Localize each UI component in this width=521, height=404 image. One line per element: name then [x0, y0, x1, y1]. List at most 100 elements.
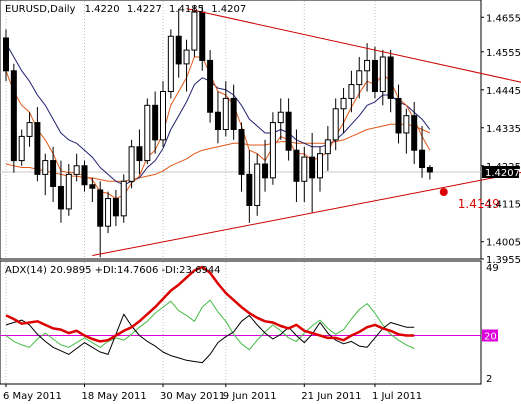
candles: [3, 5, 433, 258]
candle: [18, 129, 25, 166]
bull-candle-body: [379, 56, 386, 93]
candle: [152, 91, 159, 154]
candle: [348, 70, 355, 113]
bull-candle-body: [183, 49, 190, 65]
candle: [42, 153, 49, 196]
adx-level-badge: [482, 329, 498, 342]
bull-candle-body: [42, 160, 49, 175]
candle: [364, 43, 371, 92]
open-value: 1.4220: [85, 4, 120, 15]
candle: [246, 150, 253, 223]
bear-candle-body: [214, 111, 221, 130]
candle: [309, 132, 316, 213]
bear-candle-body: [411, 115, 418, 151]
candle: [105, 191, 112, 234]
candle: [65, 164, 72, 216]
bull-candle-body: [269, 122, 276, 179]
candle: [285, 98, 292, 161]
adx-grid: [5, 262, 376, 383]
candle: [317, 146, 323, 192]
annotation-dot[interactable]: [439, 188, 448, 197]
bear-candle-body: [3, 37, 9, 72]
bear-candle-body: [10, 70, 17, 162]
bear-candle-body: [97, 189, 104, 227]
bull-candle-body: [301, 156, 308, 182]
candle: [207, 50, 214, 123]
price-tick-label: 1.4445: [486, 86, 521, 97]
bear-candle-body: [309, 156, 316, 179]
bull-candle-body: [324, 139, 331, 155]
candle: [426, 165, 433, 180]
date-tick-label: 21 Jun 2011: [301, 391, 361, 402]
candle: [395, 84, 402, 144]
bull-candle-body: [65, 173, 72, 210]
candle: [356, 56, 363, 99]
candle: [50, 146, 57, 203]
candle: [403, 108, 410, 154]
bear-candle-body: [207, 59, 214, 113]
bear-candle-body: [426, 166, 433, 173]
bear-candle-body: [199, 11, 206, 61]
bull-candle-body: [340, 97, 347, 110]
price-plot-area: 1.4149: [0, 5, 521, 258]
candle: [230, 84, 237, 140]
candle: [301, 146, 308, 203]
close-value: 1.4207: [211, 4, 246, 15]
bear-candle-body: [238, 129, 245, 175]
date-tick-label: 30 May 2011: [160, 391, 225, 402]
price-tick-label: 1.3955: [486, 255, 521, 266]
bull-candle-body: [191, 11, 198, 51]
candle: [238, 122, 245, 192]
bear-candle-body: [152, 104, 159, 141]
bear-candle-body: [387, 56, 394, 99]
bull-candle-body: [348, 84, 355, 99]
bull-candle-body: [105, 198, 112, 227]
date-tick-label: 6 May 2011: [3, 391, 62, 402]
adx-tick-label: 49: [486, 263, 499, 274]
current-price-badge: [482, 165, 519, 178]
bull-candle-body: [160, 91, 166, 141]
bear-candle-body: [50, 160, 57, 187]
candle: [136, 129, 143, 175]
date-tick-label: 18 May 2011: [82, 391, 147, 402]
candle: [3, 29, 9, 82]
candle: [26, 112, 33, 147]
bull-candle-body: [144, 104, 151, 162]
minus-di-line: [5, 313, 415, 364]
bear-candle-body: [246, 173, 253, 206]
lower-trendline[interactable]: [92, 166, 521, 257]
candle: [73, 153, 80, 182]
upper-trendline[interactable]: [186, 8, 521, 90]
bear-candle-body: [112, 198, 119, 217]
candle: [89, 177, 96, 203]
bear-candle-body: [293, 149, 300, 182]
bear-candle-body: [395, 97, 402, 134]
bear-candle-body: [285, 111, 292, 151]
candle: [419, 126, 426, 178]
candle: [371, 46, 378, 99]
candle: [191, 5, 198, 57]
bull-candle-body: [277, 111, 284, 124]
bull-candle-body: [120, 180, 127, 217]
candle: [332, 98, 339, 151]
candle: [81, 160, 88, 192]
bear-candle-body: [81, 165, 88, 186]
candle: [128, 139, 135, 189]
candle: [387, 50, 394, 113]
bull-candle-body: [26, 122, 33, 137]
candle: [175, 8, 182, 78]
bull-candle-body: [222, 97, 229, 130]
candle: [222, 81, 229, 137]
bull-candle-body: [356, 70, 363, 86]
price-tick-label: 1.4115: [486, 200, 521, 211]
bull-candle-body: [254, 163, 261, 206]
date-tick-label: 9 Jun 2011: [223, 391, 277, 402]
bear-candle-body: [136, 146, 143, 162]
candle: [254, 153, 261, 216]
candle: [324, 126, 331, 171]
bear-candle-body: [371, 59, 378, 93]
bull-candle-body: [317, 153, 323, 179]
bear-candle-body: [230, 97, 237, 130]
bull-candle-body: [332, 108, 339, 141]
